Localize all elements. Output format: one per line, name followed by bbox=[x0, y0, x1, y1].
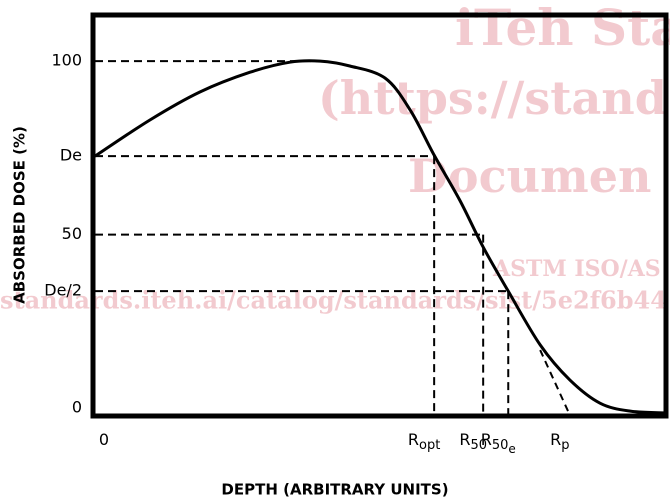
plot-frame bbox=[90, 12, 669, 419]
x-tick-label: 0 bbox=[99, 430, 109, 449]
x-tick-label: R50 bbox=[459, 430, 487, 453]
tick-subscript: 50 bbox=[470, 438, 487, 453]
tick-subscript: p bbox=[561, 438, 569, 453]
tick-text: R bbox=[550, 430, 561, 449]
tick-subscript: 50 bbox=[492, 438, 509, 453]
y-axis-label: ABSORBED DOSE (%) bbox=[11, 126, 29, 304]
tick-text: 0 bbox=[99, 430, 109, 449]
watermark-text: (https://stand bbox=[318, 71, 667, 125]
y-tick-label: 50 bbox=[62, 224, 82, 243]
watermark-text: Documen bbox=[408, 149, 651, 203]
x-tick-label: Rp bbox=[550, 430, 569, 453]
tick-text: R bbox=[459, 430, 470, 449]
watermark: iTeh Sta (https://stand Documen ASTM ISO/AS… bbox=[0, 0, 670, 315]
tick-text: R bbox=[481, 430, 492, 449]
y-tick-label: De/2 bbox=[44, 281, 82, 300]
y-tick-label: De bbox=[60, 146, 82, 165]
extrapolation-line bbox=[539, 349, 571, 416]
watermark-text: standards.iteh.ai/catalog/standards/sist… bbox=[0, 286, 667, 315]
tick-text: R bbox=[408, 430, 419, 449]
x-tick-label: R50e bbox=[481, 430, 516, 456]
tick-subscript: opt bbox=[419, 438, 440, 453]
watermark-text: iTeh Sta bbox=[455, 0, 670, 57]
x-tick-label: Ropt bbox=[408, 430, 440, 453]
dose-curve bbox=[94, 59, 666, 415]
y-tick-label: 0 bbox=[72, 398, 82, 417]
y-tick-label: 100 bbox=[51, 51, 82, 70]
x-axis-label: DEPTH (ARBITRARY UNITS) bbox=[221, 481, 448, 499]
watermark-text: ASTM ISO/AS bbox=[492, 256, 661, 282]
tick-subscript: e bbox=[508, 442, 515, 456]
